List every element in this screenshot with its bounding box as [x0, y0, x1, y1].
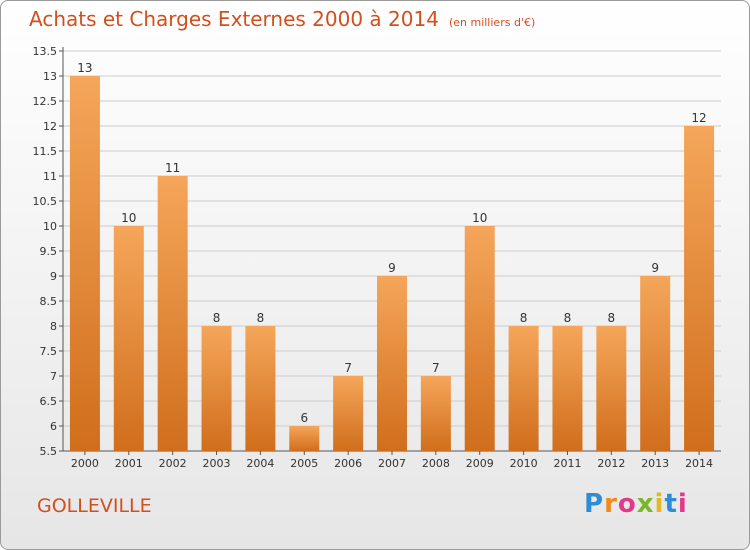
y-tick-label: 5.5	[40, 445, 58, 458]
data-label-2006: 7	[344, 361, 352, 375]
x-tick-label-2000: 2000	[71, 457, 99, 470]
data-label-2014: 12	[691, 111, 706, 125]
logo-letter: i	[677, 489, 688, 519]
x-tick-label-2005: 2005	[290, 457, 318, 470]
y-tick-label: 13.5	[33, 45, 58, 58]
bars	[69, 76, 715, 451]
x-tick-label-2010: 2010	[510, 457, 538, 470]
data-label-2001: 10	[121, 211, 136, 225]
y-tick-label: 10	[43, 220, 57, 233]
y-tick-label: 11	[43, 170, 57, 183]
bar-2009	[464, 226, 495, 451]
y-tick-label: 10.5	[33, 195, 58, 208]
y-tick-label: 9	[50, 270, 57, 283]
bar-2007	[377, 276, 407, 451]
y-tick-label: 9.5	[40, 245, 58, 258]
y-tick-label: 6	[50, 420, 57, 433]
y-tick-label: 6.5	[40, 395, 58, 408]
bar-2013	[640, 276, 671, 451]
x-tick-label-2008: 2008	[422, 457, 450, 470]
bar-2005	[289, 426, 320, 451]
labels: 5.5 6 6.5 7 7.5 8 8.5 9 9.5 10 10.5 11 11.5 12 12.5 13 1…	[33, 45, 714, 470]
y-tick-label: 12.5	[33, 95, 58, 108]
logo-letter: i	[654, 489, 665, 519]
bar-2011	[552, 326, 583, 451]
data-label-2012: 8	[608, 311, 616, 325]
x-tick-label-2002: 2002	[159, 457, 187, 470]
y-tick-label: 7	[50, 370, 57, 383]
logo-letter: r	[604, 489, 618, 519]
data-label-2003: 8	[213, 311, 221, 325]
x-tick-label-2012: 2012	[597, 457, 625, 470]
x-tick-label-2009: 2009	[466, 457, 494, 470]
bar-2006	[333, 376, 364, 451]
data-label-2000: 13	[77, 61, 92, 75]
y-tick-label: 13	[43, 70, 57, 83]
y-tick-label: 8.5	[40, 295, 58, 308]
x-tick-label-2006: 2006	[334, 457, 362, 470]
logo-letter: P	[584, 489, 605, 519]
y-tick-label: 7.5	[40, 345, 58, 358]
x-tick-label-2013: 2013	[641, 457, 669, 470]
bar-2008	[420, 376, 451, 451]
commune-name: GOLLEVILLE	[37, 495, 152, 517]
bar-2014	[684, 126, 715, 451]
bar-2000	[69, 76, 100, 451]
x-tick-label-2014: 2014	[685, 457, 713, 470]
bar-2002	[157, 176, 188, 451]
bar-2010	[508, 326, 539, 451]
y-tick-label: 11.5	[33, 145, 58, 158]
data-label-2002: 11	[165, 161, 180, 175]
data-label-2007: 9	[388, 261, 396, 275]
bar-2004	[245, 326, 276, 451]
x-tick-label-2004: 2004	[246, 457, 274, 470]
bar-2012	[596, 326, 627, 451]
logo-letter: t	[664, 489, 678, 519]
x-tick-label-2011: 2011	[553, 457, 581, 470]
x-tick-label-2001: 2001	[115, 457, 143, 470]
chart-title-text: Achats et Charges Externes 2000 à 2014	[29, 7, 439, 31]
logo-letter: o	[617, 489, 637, 519]
data-label-2013: 9	[651, 261, 659, 275]
x-tick-label-2007: 2007	[378, 457, 406, 470]
chart-unit: (en milliers d'€)	[448, 16, 536, 29]
proxiti-logo[interactable]: Proxiti	[584, 489, 688, 519]
chart-title: Achats et Charges Externes 2000 à 2014 (e…	[29, 7, 535, 31]
data-label-2009: 10	[472, 211, 487, 225]
y-tick-label: 12	[43, 120, 57, 133]
x-tick-label-2003: 2003	[203, 457, 231, 470]
bar-2001	[113, 226, 144, 451]
logo-letter: x	[636, 489, 655, 519]
y-tick-label: 8	[50, 320, 57, 333]
data-label-2011: 8	[564, 311, 572, 325]
data-label-2005: 6	[300, 411, 308, 425]
data-label-2010: 8	[520, 311, 528, 325]
data-label-2004: 8	[257, 311, 265, 325]
data-label-2008: 7	[432, 361, 440, 375]
bar-2003	[201, 326, 232, 451]
